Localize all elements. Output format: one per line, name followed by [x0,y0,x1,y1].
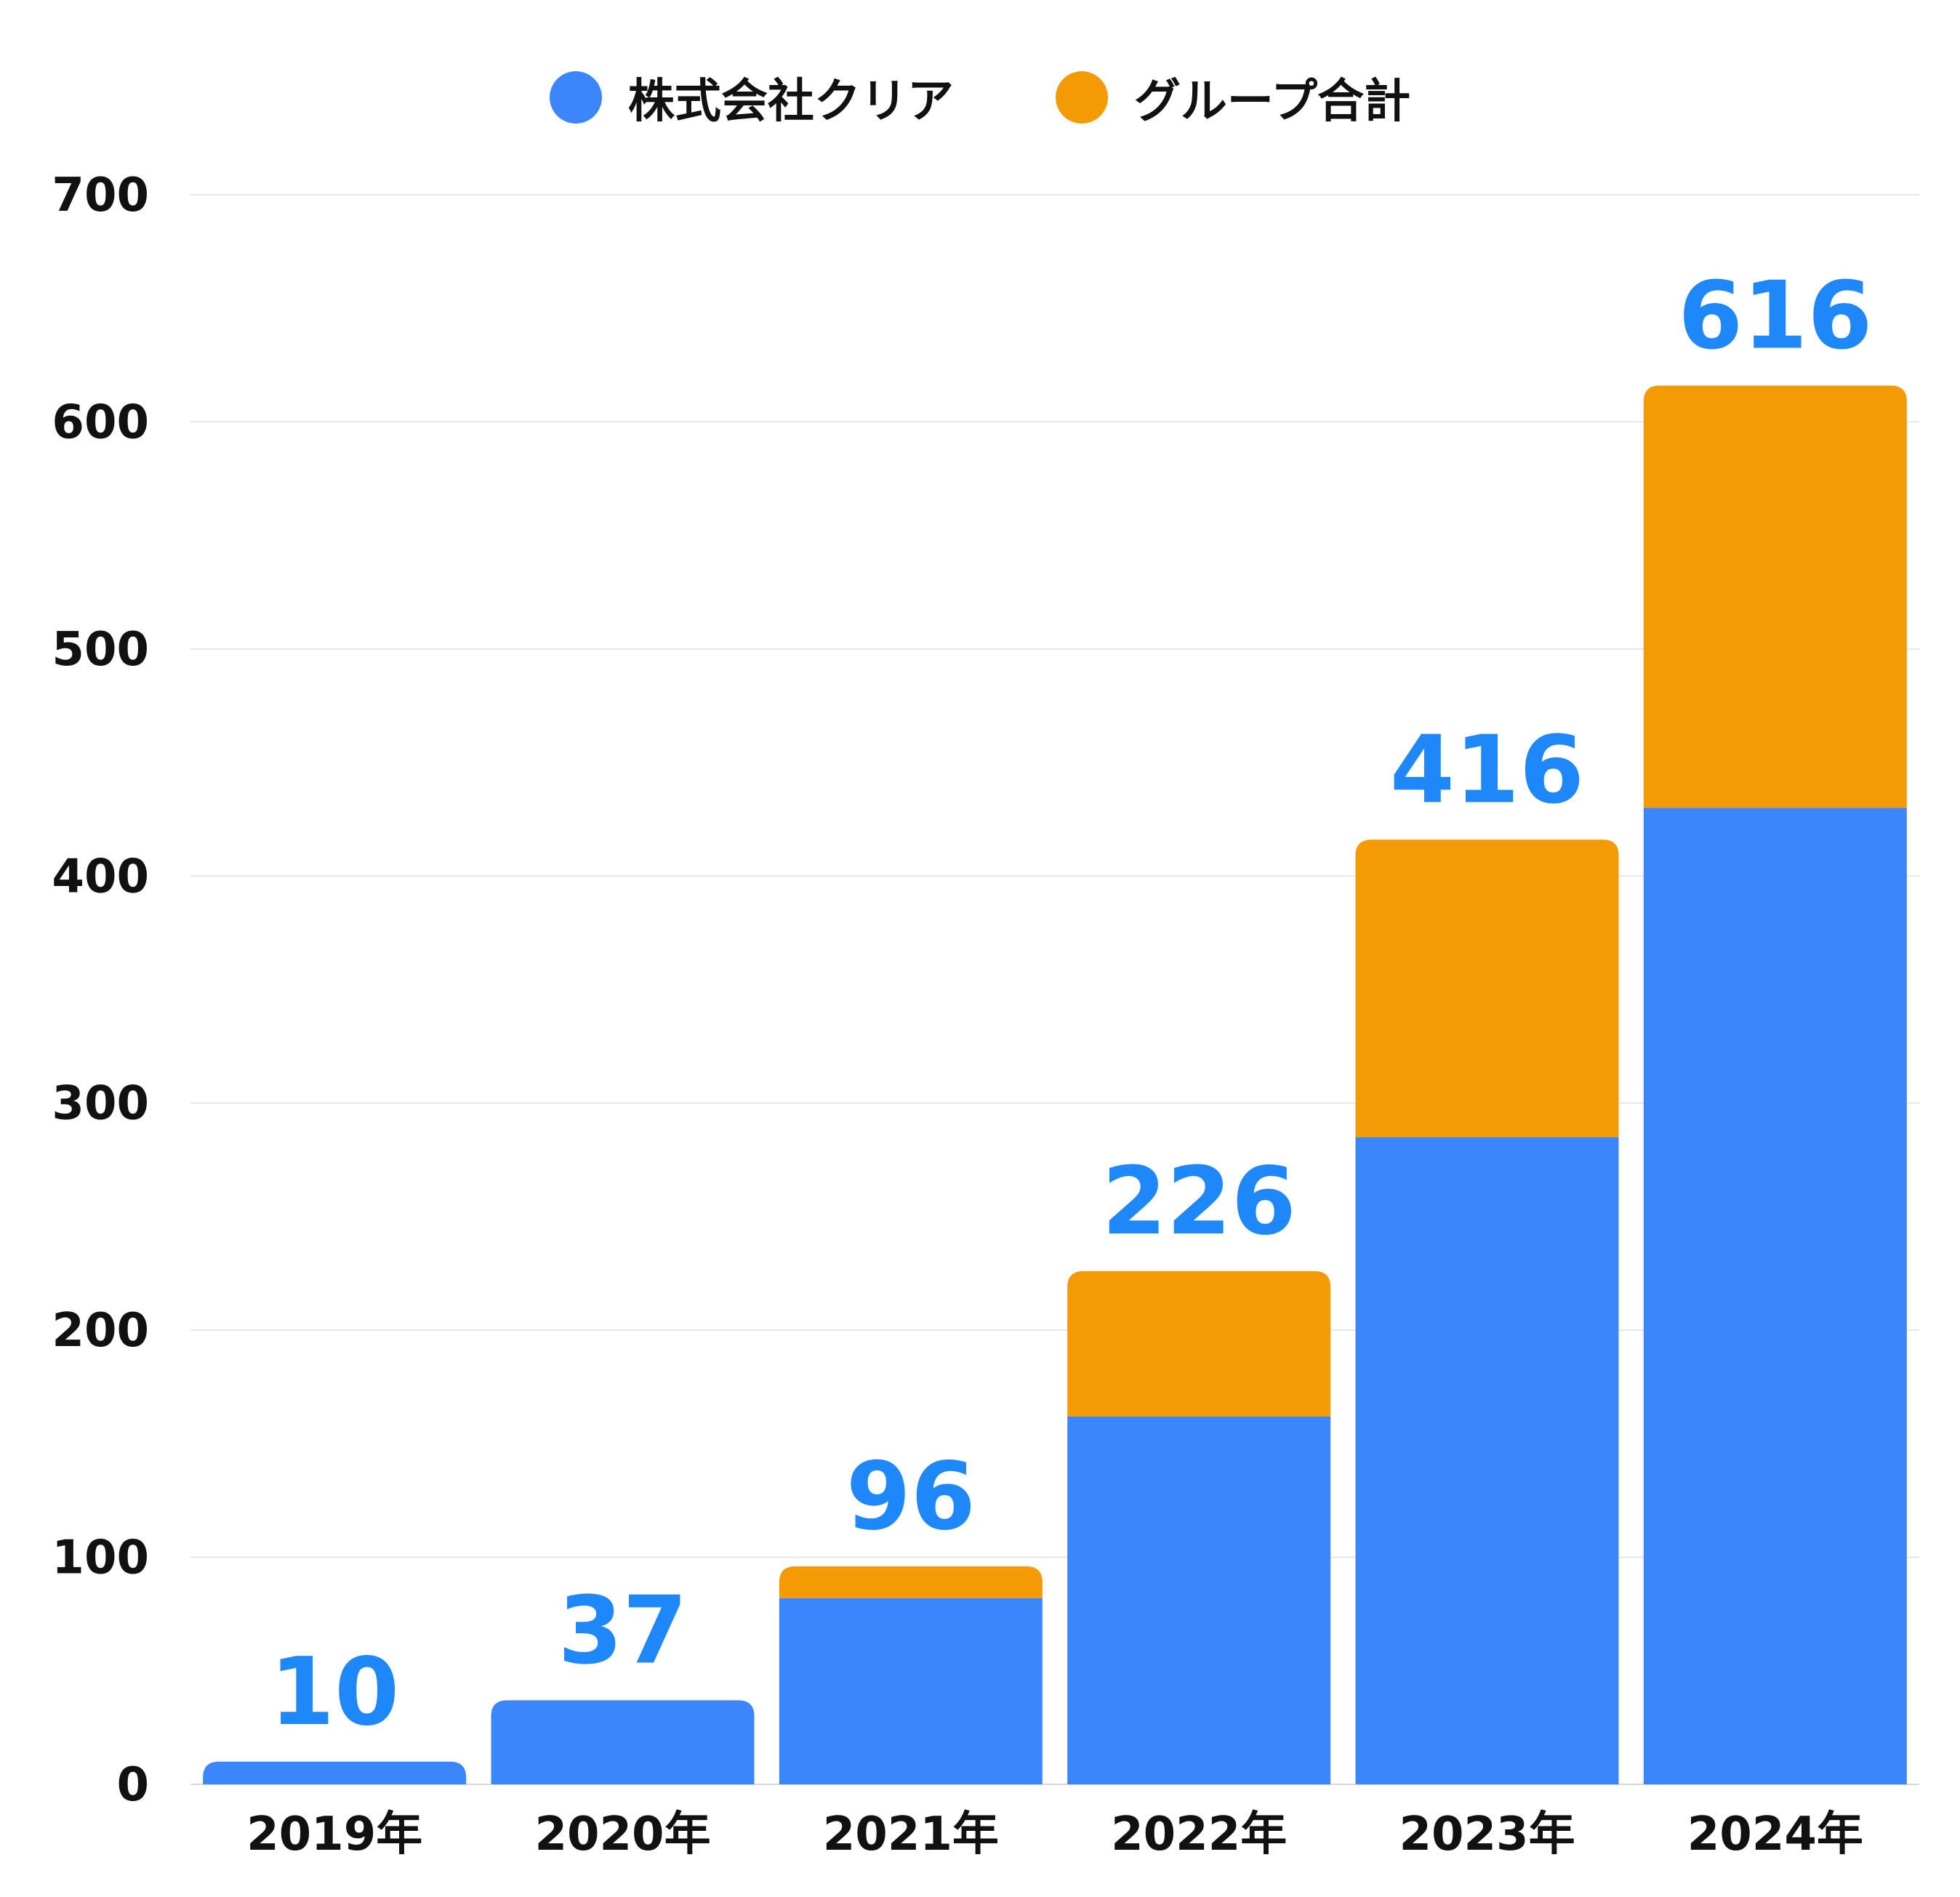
total-label: 416 [1390,716,1584,824]
total-labels: 10 37 96 226 416 616 [270,262,1872,1746]
x-axis-ticks: 2019年 2020年 2021年 2022年 2023年 2024年 [246,1808,1863,1861]
total-label: 37 [558,1576,687,1685]
y-tick-label: 200 [52,1304,149,1358]
y-tick-label: 500 [52,623,149,677]
legend-item-company: 株式会社クリア [549,64,954,131]
bar-segment-group [1643,385,1907,808]
x-tick-label: 2021年 [823,1808,999,1861]
bar-segment-group [1355,839,1619,1137]
total-label: 10 [270,1638,399,1747]
y-tick-label: 300 [52,1077,149,1131]
bar-segment-company [1643,807,1907,1784]
legend: 株式会社クリア グループ合計 [0,64,1960,131]
y-tick-label: 100 [52,1531,149,1585]
bar-segment-company [1067,1416,1331,1784]
bar-segment-group [1067,1270,1331,1417]
total-label: 226 [1102,1148,1296,1256]
total-label: 616 [1678,262,1872,370]
bar-segment-company [203,1761,467,1784]
bar-segment-company [491,1700,755,1784]
x-tick-label: 2023年 [1399,1808,1575,1861]
x-tick-label: 2020年 [534,1808,710,1861]
bar-segment-company [779,1598,1043,1784]
total-label: 96 [846,1443,976,1551]
y-tick-label: 0 [116,1758,149,1812]
y-tick-label: 400 [52,850,149,903]
y-tick-label: 700 [52,169,149,222]
x-tick-label: 2019年 [246,1808,422,1861]
legend-dot-company [549,71,602,124]
y-axis-ticks: 0 100 200 300 400 500 600 700 [52,169,149,1812]
gridlines [190,194,1919,1785]
x-tick-label: 2024年 [1687,1808,1863,1861]
y-tick-label: 600 [52,395,149,449]
legend-dot-group [1055,71,1108,124]
bar-segment-company [1355,1137,1619,1784]
legend-item-group: グループ合計 [1055,64,1411,131]
legend-label-group: グループ合計 [1133,75,1411,129]
bars [203,385,1907,1784]
legend-label-company: 株式会社クリア [627,75,954,129]
bar-segment-group [779,1566,1043,1598]
x-tick-label: 2022年 [1111,1808,1287,1861]
